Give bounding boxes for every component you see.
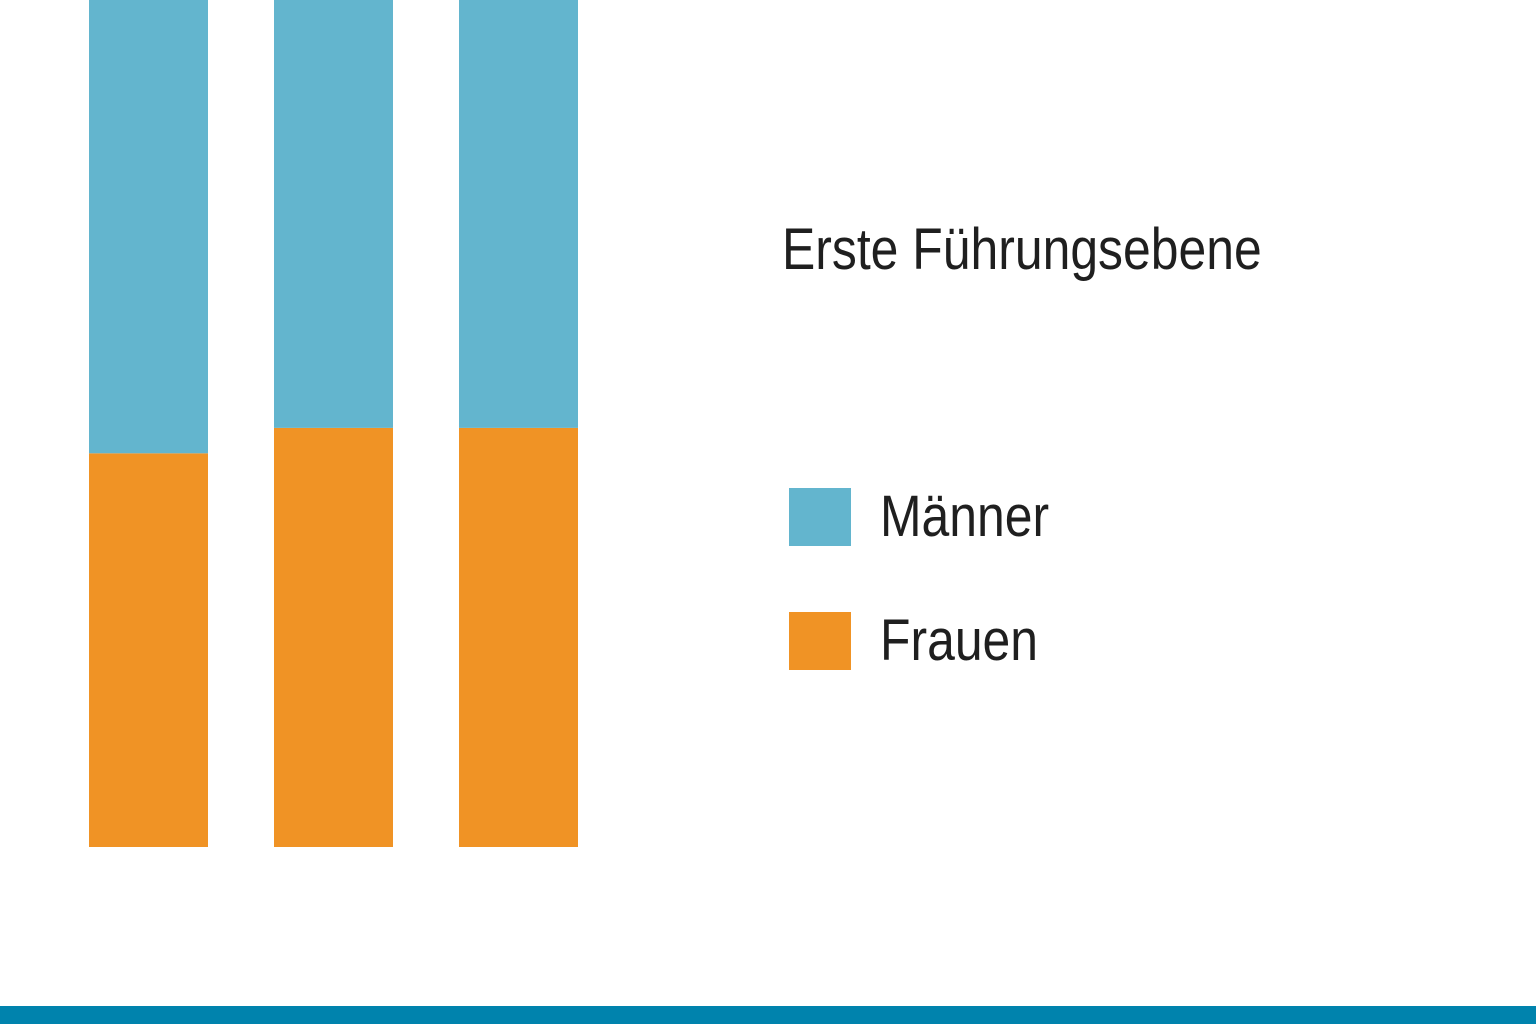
bar-2-frauen [274,427,393,847]
legend-item-maenner: Männer [789,482,1077,552]
legend-swatch-maenner [789,488,851,546]
bar-1-maenner [89,0,208,454]
legend-label-maenner: Männer [880,484,1050,549]
bar-2-maenner [274,0,393,428]
legend-swatch-frauen [789,612,851,670]
footer-color-band [0,1006,1536,1024]
bar-1-frauen [89,453,208,847]
bar-3-maenner [459,0,578,428]
legend-label-frauen: Frauen [880,608,1039,673]
bar-3-frauen [459,427,578,847]
chart-title: Erste Führungsebene [782,217,1262,282]
legend-item-frauen: Frauen [789,606,1064,676]
